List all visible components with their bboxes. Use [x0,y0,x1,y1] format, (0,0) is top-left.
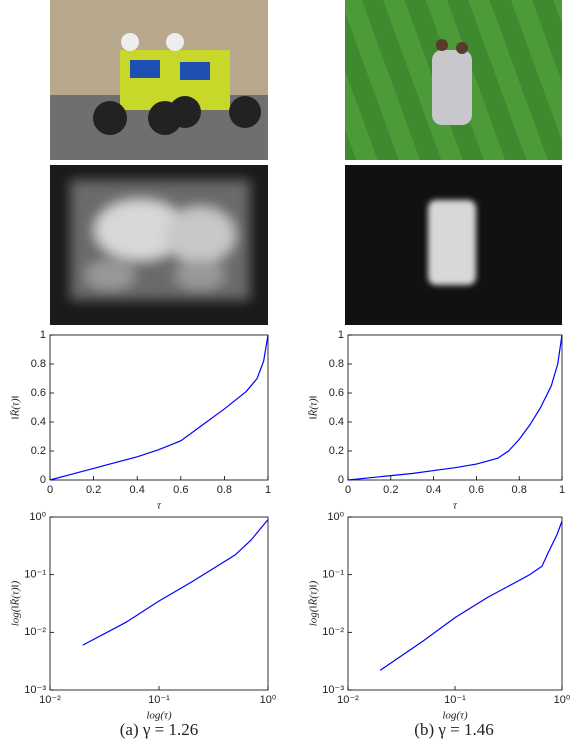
photo-baseball [345,0,562,160]
caption: (a) γ = 1.26 [120,720,198,739]
plot-frame [50,517,268,690]
data-line [380,521,562,670]
x-tick-label: 0.2 [383,484,398,496]
y-tick-label: 10⁻¹ [24,569,46,581]
photo-motorcycles [50,0,268,160]
y-tick-label: 0 [338,474,344,486]
y-tick-label: 10⁻³ [322,684,344,696]
y-tick-label: 0.6 [31,387,46,399]
x-tick-label: 0 [345,484,351,496]
x-tick-label: 10⁻¹ [148,694,170,706]
caption: (b) γ = 1.46 [414,720,493,739]
x-tick-label: 0.2 [86,484,101,496]
y-tick-label: 0.8 [31,358,46,370]
x-axis-label: log(τ) [442,710,468,722]
y-tick-label: 0 [40,474,46,486]
data-line [348,335,562,480]
y-tick-label: 10⁻³ [24,684,46,696]
x-tick-label: 0.4 [130,484,145,496]
x-tick-label: 1 [265,484,271,496]
x-tick-label: 10⁰ [554,694,571,706]
y-tick-label: 1 [40,329,46,341]
y-axis-label: ‖R̈(τ)‖ [10,395,22,419]
x-axis-label: τ [453,500,458,512]
y-tick-label: 0.4 [31,416,46,428]
y-axis-label: log(‖R̈(τ)‖) [10,580,22,626]
y-tick-label: 0.8 [329,358,344,370]
x-tick-label: 0.8 [217,484,232,496]
saliency-map-b [345,165,562,325]
y-tick-label: 10⁰ [29,511,46,523]
y-tick-label: 0.2 [329,445,344,457]
chart: 0 0.2 0.4 0.6 0.8 1 0 0.2 0.4 0.6 0.8 1 τ ‖R̈(τ)‖ [10,329,272,512]
y-axis-label: log(‖R̈(τ)‖) [308,580,320,626]
plot-frame [50,335,268,480]
y-tick-label: 10⁻² [24,626,46,638]
plot-frame [348,335,562,480]
y-tick-label: 0.4 [329,416,344,428]
data-line [83,520,268,645]
chart: 0 0.2 0.4 0.6 0.8 1 0 0.2 0.4 0.6 0.8 1 τ ‖R̈(τ)‖ [308,329,566,512]
x-tick-label: 0 [47,484,53,496]
plot-frame [348,517,562,690]
y-tick-label: 0.2 [31,445,46,457]
y-tick-label: 10⁻¹ [322,569,344,581]
x-axis-label: τ [157,500,162,512]
data-line [50,335,268,480]
figure: (a) γ = 1.26 (b) γ = 1.46 0 0.2 0.4 0.6 0.8 1… [0,0,584,747]
x-tick-label: 10⁻¹ [444,694,466,706]
x-tick-label: 0.8 [512,484,527,496]
y-tick-label: 10⁰ [327,511,344,523]
x-tick-label: 1 [559,484,565,496]
y-tick-label: 1 [338,329,344,341]
x-tick-label: 0.4 [426,484,441,496]
x-tick-label: 10⁰ [260,694,277,706]
x-axis-label: log(τ) [146,710,172,722]
saliency-map-a [50,165,268,325]
y-axis-label: ‖R̈(τ)‖ [308,395,320,419]
x-tick-label: 0.6 [173,484,188,496]
y-tick-label: 10⁻² [322,626,344,638]
y-tick-label: 0.6 [329,387,344,399]
x-tick-label: 0.6 [469,484,484,496]
